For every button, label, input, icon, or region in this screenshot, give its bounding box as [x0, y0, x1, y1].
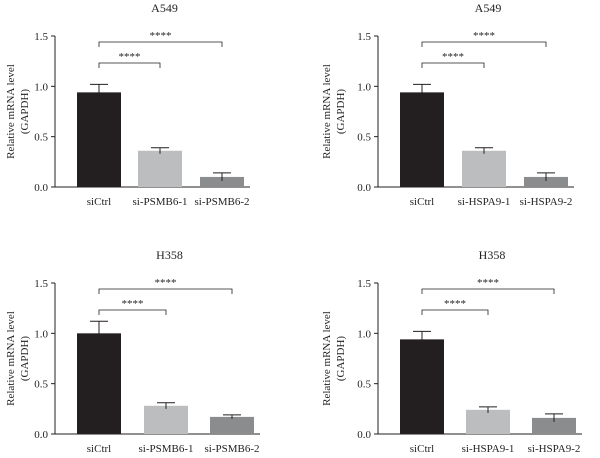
significance-label: **** [444, 298, 466, 310]
significance-bracket [98, 288, 233, 294]
bar-1 [77, 92, 121, 187]
bar-3 [200, 176, 244, 187]
bar-3 [532, 417, 576, 434]
bar-2 [138, 150, 182, 187]
category-label: siCtrl [410, 196, 434, 208]
bar-1 [77, 333, 121, 434]
y-tick-label: 0.5 [357, 379, 371, 391]
y-tick-label: 0.0 [34, 429, 48, 441]
chart-title: A549 [151, 1, 178, 15]
bar-3 [524, 176, 568, 187]
category-label: siCtrl [87, 196, 111, 208]
category-label: si-HSPA9-1 [458, 196, 511, 208]
bar-2 [144, 405, 188, 434]
category-label: si-HSPA9-2 [528, 443, 581, 455]
chart-title: A549 [475, 1, 502, 15]
chart-panel-4: H358 0.0 0.5 1.0 1.5 Relative mRNA level (GAPD… [321, 248, 582, 455]
y-tick-label: 0.0 [357, 182, 371, 194]
y-tick-label: 1.5 [357, 31, 371, 43]
category-label: siCtrl [87, 443, 111, 455]
bar-2 [462, 150, 506, 187]
significance-label: **** [477, 277, 499, 289]
y-tick-label: 0.5 [34, 379, 48, 391]
y-tick-label: 0.0 [34, 182, 48, 194]
y-axis-label: Relative mRNA level [5, 64, 17, 159]
y-tick-label: 1.0 [34, 328, 48, 340]
y-axis-label: (GAPDH) [19, 336, 31, 382]
y-axis-label: Relative mRNA level [321, 311, 333, 406]
category-label: si-PSMB6-2 [204, 443, 259, 455]
bar-1 [400, 92, 444, 187]
y-axis-label: (GAPDH) [19, 89, 31, 135]
category-label: si-HSPA9-2 [520, 196, 573, 208]
significance-label: **** [473, 30, 495, 42]
category-label: siCtrl [410, 443, 434, 455]
bar-2 [466, 409, 510, 434]
significance-label: **** [442, 51, 464, 63]
y-axis-label: Relative mRNA level [321, 64, 333, 159]
y-axis-label: (GAPDH) [335, 336, 347, 382]
significance-bracket [98, 309, 167, 315]
significance-bracket [98, 62, 161, 68]
y-tick-label: 1.0 [34, 81, 48, 93]
y-tick-label: 1.5 [34, 31, 48, 43]
chart-title: H358 [479, 248, 506, 262]
category-label: si-PSMB6-1 [138, 443, 193, 455]
significance-bracket [421, 309, 489, 315]
y-tick-label: 0.0 [357, 429, 371, 441]
chart-panel-1: A549 0.0 0.5 1.0 1.5 Relative mRNA level (GAPD… [5, 1, 250, 208]
significance-label: **** [150, 30, 172, 42]
chart-panel-3: H358 0.0 0.5 1.0 1.5 Relative mRNA level (GAPD… [5, 248, 260, 455]
y-tick-label: 1.5 [34, 278, 48, 290]
significance-label: **** [119, 51, 141, 63]
chart-panel-2: A549 0.0 0.5 1.0 1.5 Relative mRNA level (GAPD… [321, 1, 574, 208]
significance-bracket [98, 41, 223, 47]
y-tick-label: 0.5 [34, 132, 48, 144]
category-label: si-HSPA9-1 [462, 443, 515, 455]
significance-bracket [421, 41, 547, 47]
y-axis-label: (GAPDH) [335, 89, 347, 135]
y-tick-label: 1.0 [357, 328, 371, 340]
y-tick-label: 1.5 [357, 278, 371, 290]
y-tick-label: 1.0 [357, 81, 371, 93]
bar-1 [400, 339, 444, 434]
significance-label: **** [122, 298, 144, 310]
y-tick-label: 0.5 [357, 132, 371, 144]
category-label: si-PSMB6-2 [194, 196, 249, 208]
bar-3 [210, 416, 254, 434]
y-axis-label: Relative mRNA level [5, 311, 17, 406]
chart-title: H358 [156, 248, 183, 262]
significance-bracket [421, 288, 555, 294]
significance-label: **** [155, 277, 177, 289]
category-label: si-PSMB6-1 [132, 196, 187, 208]
significance-bracket [421, 62, 485, 68]
